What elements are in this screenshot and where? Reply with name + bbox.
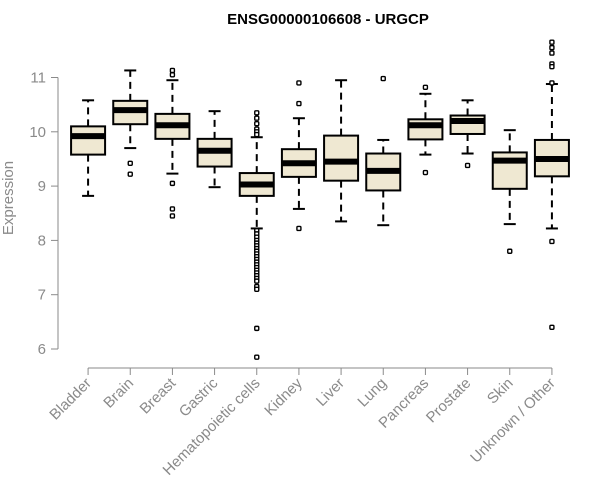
x-tick-label: Lung <box>354 375 390 411</box>
outlier-point <box>549 39 555 45</box>
x-tick-label: Skin <box>484 375 517 408</box>
outlier-point <box>380 75 386 82</box>
box-pancreas <box>407 84 444 176</box>
boxes <box>70 39 570 360</box>
outlier-point <box>127 160 133 166</box>
box-skin <box>491 129 528 254</box>
y-tick-label: 11 <box>30 70 46 87</box>
x-tick-label: Kidney <box>261 374 306 419</box>
chart-title: ENSG00000106608 - URGCP <box>227 11 429 28</box>
outlier-point <box>127 171 133 177</box>
y-tick-label: 8 <box>38 232 46 249</box>
y-tick-label: 9 <box>38 178 46 195</box>
outlier-point <box>254 131 260 138</box>
box-unknown-other <box>533 39 570 330</box>
box-lung <box>365 75 402 227</box>
outlier-point <box>254 354 260 360</box>
outlier-point <box>549 44 555 51</box>
outlier-point <box>254 286 260 292</box>
x-tick-label: Breast <box>137 374 180 417</box>
box-liver <box>323 79 360 223</box>
box-brain <box>112 69 149 177</box>
outlier-point <box>549 80 555 86</box>
x-tick-label: Brain <box>100 375 137 412</box>
outlier-point <box>254 115 260 121</box>
outlier-point <box>254 120 260 127</box>
y-tick-label: 6 <box>38 341 46 358</box>
outlier-point <box>296 80 302 86</box>
y-axis-label: Expression <box>0 161 17 235</box>
outlier-point <box>549 63 555 70</box>
x-tick-label: Bladder <box>46 375 95 424</box>
outlier-point <box>464 162 471 169</box>
outlier-point <box>507 248 513 254</box>
outlier-point <box>549 238 555 245</box>
outlier-point <box>296 225 302 232</box>
outlier-point <box>254 325 260 332</box>
box-prostate <box>449 99 486 169</box>
outlier-point <box>169 206 176 212</box>
box-breast <box>154 67 191 219</box>
x-tick-label: Liver <box>313 375 348 410</box>
box-kidney <box>280 80 317 232</box>
y-axis: 6 7 8 9 10 11 <box>29 70 59 358</box>
y-tick-label: 10 <box>29 124 46 141</box>
outlier-point <box>296 100 302 107</box>
box-bladder <box>70 99 107 197</box>
box-gastric <box>196 110 233 189</box>
box-iqr <box>323 134 360 182</box>
outlier-point <box>422 84 429 90</box>
outlier-point <box>169 180 176 187</box>
box-iqr <box>70 125 107 156</box>
outlier-point <box>549 50 555 56</box>
outlier-point <box>169 67 176 74</box>
box-hematopoietic-cells <box>238 110 275 360</box>
x-tick-label: Prostate <box>423 375 475 427</box>
outlier-point <box>254 278 260 284</box>
outlier-point <box>422 169 429 176</box>
outlier-point <box>549 324 555 330</box>
y-tick-label: 7 <box>38 287 46 304</box>
outlier-point <box>254 110 260 116</box>
outlier-point <box>169 72 176 78</box>
outlier-point <box>169 213 176 219</box>
